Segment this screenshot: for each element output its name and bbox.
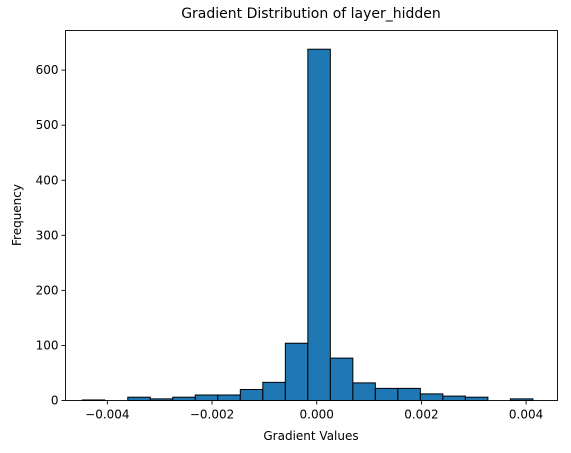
- y-tick-label: 200: [36, 283, 59, 297]
- y-tick-label: 500: [36, 118, 59, 132]
- histogram-bar: [127, 396, 151, 402]
- x-tick-label: −0.002: [190, 408, 234, 422]
- histogram-bar: [464, 396, 489, 402]
- histogram-bar: [217, 394, 241, 402]
- x-tick-label: 0.000: [300, 408, 334, 422]
- y-axis-ticks: 0 100 200 300 400 500 600: [36, 63, 66, 408]
- histogram-bar: [442, 395, 466, 402]
- plot-frame: [65, 30, 558, 401]
- x-tick-label: −0.004: [85, 408, 129, 422]
- histogram-bar: [194, 394, 219, 402]
- y-axis-label: Frequency: [10, 184, 24, 246]
- y-tick-label: 0: [51, 394, 59, 408]
- y-tick-label: 400: [36, 173, 59, 187]
- x-tick-label: 0.002: [404, 408, 438, 422]
- histogram-bar: [352, 382, 376, 401]
- y-tick-label: 100: [36, 338, 59, 352]
- x-tick-label: 0.004: [509, 408, 543, 422]
- histogram-bar: [239, 388, 264, 402]
- y-tick-label: 600: [36, 63, 59, 77]
- histogram-bar: [329, 357, 354, 401]
- chart-title: Gradient Distribution of layer_hidden: [181, 6, 441, 22]
- histogram-bar: [419, 393, 444, 401]
- histogram-bar: [172, 396, 196, 402]
- histogram-bar: [374, 387, 399, 401]
- x-axis-ticks: −0.004 −0.002 0.000 0.002 0.004: [85, 400, 543, 422]
- histogram-bar: [284, 342, 309, 402]
- histogram-bar: [397, 387, 421, 401]
- y-tick-label: 300: [36, 228, 59, 242]
- histogram-bar: [262, 381, 286, 401]
- bars-group: [81, 48, 534, 402]
- x-axis-label: Gradient Values: [263, 429, 358, 443]
- histogram-bar: [307, 48, 331, 401]
